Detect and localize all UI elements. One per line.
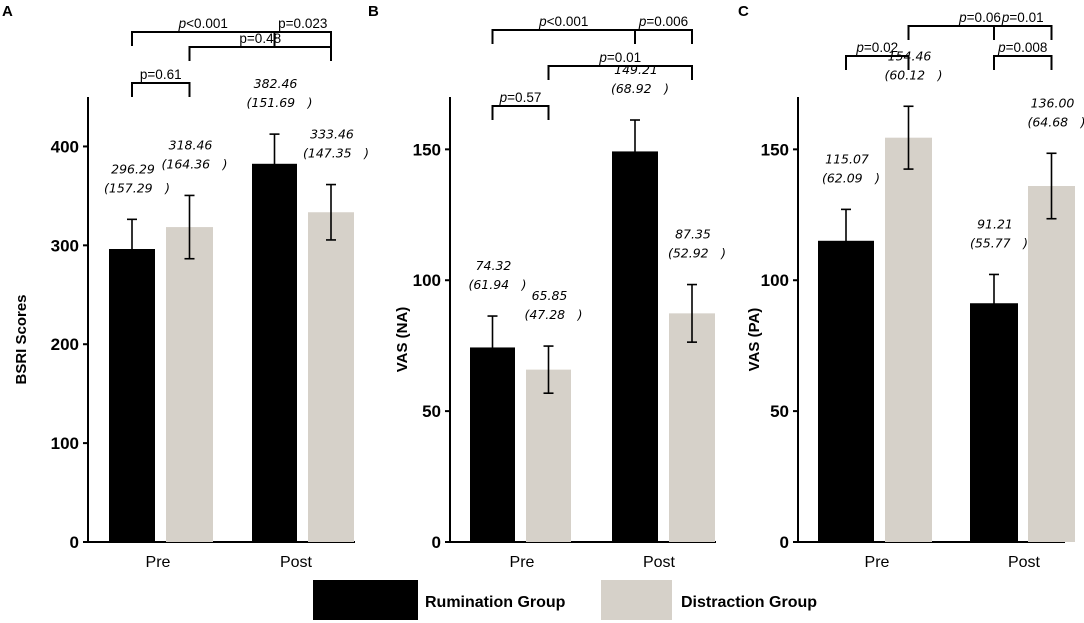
panel-a-letter: A: [2, 3, 13, 20]
legend-swatch: [601, 580, 672, 620]
panel-c-letter: C: [738, 3, 749, 20]
panel-c-bar: [970, 303, 1018, 542]
panel-a-sd-label: (151.69 ): [247, 95, 313, 110]
panel-a-x-category-label: Pre: [146, 554, 171, 571]
panel-a-value-label: 318.46: [169, 137, 213, 152]
panel-a-p-value-label: p=0.61: [140, 67, 182, 82]
panel-a-significance-bracket: [188, 46, 332, 61]
panel-c-significance-bracket: [907, 25, 1053, 40]
panel-b-bar: [470, 347, 515, 542]
panel-a-bar: [166, 227, 213, 543]
panel-b-y-tick-label: 0: [432, 533, 441, 552]
panel-a-y-tick-label: 100: [51, 434, 79, 453]
panel-a-y-tick-label: 0: [70, 533, 79, 552]
panel-c-y-tick-label: 150: [761, 140, 789, 159]
panel-a-y-tick-label: 300: [51, 236, 79, 255]
panel-c-bar: [1028, 186, 1075, 542]
panel-b-sd-label: (47.28 ): [524, 307, 582, 322]
panel-c-value-label: 136.00: [1031, 95, 1075, 110]
panel-c-sd-label: (64.68 ): [1027, 114, 1084, 129]
panel-a-p-value-label: p<0.001: [178, 16, 228, 31]
panel-b-bar: [526, 369, 571, 542]
panel-a-x-category-label: Post: [280, 554, 313, 571]
panel-c-significance-bracket: [845, 55, 910, 70]
panel-c-x-category-label: Pre: [865, 554, 890, 571]
panel-b-p-value-label: p=0.006: [638, 14, 688, 29]
panel-a-value-label: 333.46: [310, 127, 354, 142]
panel-a-sd-label: (157.29 ): [104, 180, 170, 195]
panel-b-y-tick-label: 150: [413, 140, 441, 159]
panel-c-significance-bracket: [993, 25, 1053, 40]
panel-a-value-label: 296.29: [111, 161, 155, 176]
panel-b-letter: B: [368, 3, 379, 20]
panel-c-p-value-label: p=0.008: [997, 40, 1047, 55]
panel-a-p-value-label: p=0.023: [278, 16, 327, 31]
panel-b-value-label: 87.35: [675, 227, 711, 242]
panel-a-significance-bracket: [131, 82, 191, 97]
panel-c-significance-bracket: [993, 55, 1053, 70]
legend-label: Distraction Group: [681, 594, 817, 611]
panel-a-significance-bracket: [273, 31, 332, 46]
panel-b-value-label: 65.85: [532, 288, 568, 303]
panel-c-value-label: 115.07: [825, 151, 869, 166]
panel-c-p-value-label: p=0.06: [958, 10, 1001, 25]
panel-a-y-tick-label: 200: [51, 335, 79, 354]
panel-b-x-category-label: Pre: [510, 554, 535, 571]
panel-c-bar: [818, 240, 874, 542]
panel-a-y-axis-label: BSRI Scores: [13, 294, 30, 384]
panel-a-y-tick-label: 400: [51, 137, 79, 156]
panel-a-sd-label: (164.36 ): [162, 156, 228, 171]
panel-b-p-value-label: p=0.57: [499, 90, 542, 105]
panel-a-bar: [252, 163, 297, 542]
panel-c-x-category-label: Post: [1008, 554, 1041, 571]
panel-c-y-tick-label: 0: [780, 533, 789, 552]
panel-b-significance-bracket: [634, 29, 693, 44]
panel-a-value-label: 382.46: [254, 76, 298, 91]
panel-c-value-label: 154.46: [888, 48, 932, 63]
panel-c-sd-label: (55.77 ): [970, 235, 1028, 250]
panel-b-value-label: 74.32: [476, 258, 512, 273]
panel-c-value-label: 91.21: [977, 216, 1013, 231]
panel-b-p-value-label: p<0.001: [538, 14, 588, 29]
panel-a-bar: [308, 212, 354, 542]
panel-a-sd-label: (147.35 ): [303, 146, 369, 161]
panel-b-sd-label: (61.94 ): [468, 277, 526, 292]
panel-a-p-value-label: p=0.48: [239, 31, 281, 46]
panel-c-sd-label: (62.09 ): [822, 170, 880, 185]
panel-b-significance-bracket: [491, 105, 550, 120]
panel-b-sd-label: (68.92 ): [611, 81, 669, 96]
panel-b-p-value-label: p=0.01: [598, 50, 641, 65]
panel-b-significance-bracket: [547, 65, 693, 80]
panel-c-y-tick-label: 50: [770, 402, 789, 421]
panel-b-bar: [669, 313, 715, 542]
panel-b-y-axis-label: VAS (NA): [394, 307, 411, 373]
legend-swatch: [313, 580, 418, 620]
panel-c-y-tick-label: 100: [761, 271, 789, 290]
panel-c-p-value-label: p=0.01: [1001, 10, 1044, 25]
panel-b-y-tick-label: 100: [413, 271, 441, 290]
panel-b-y-tick-label: 50: [422, 402, 441, 421]
panel-b-bar: [612, 151, 658, 542]
panel-b-sd-label: (52.92 ): [668, 246, 726, 261]
panel-b-significance-bracket: [491, 29, 636, 44]
panel-a-bar: [109, 249, 155, 542]
legend-label: Rumination Group: [425, 594, 566, 611]
panel-c-y-axis-label: VAS (PA): [746, 308, 763, 372]
panel-c-bar: [885, 137, 932, 543]
panel-c-p-value-label: p=0.02: [855, 40, 898, 55]
panel-c-sd-label: (60.12 ): [884, 67, 942, 82]
panel-b-x-category-label: Post: [643, 554, 676, 571]
